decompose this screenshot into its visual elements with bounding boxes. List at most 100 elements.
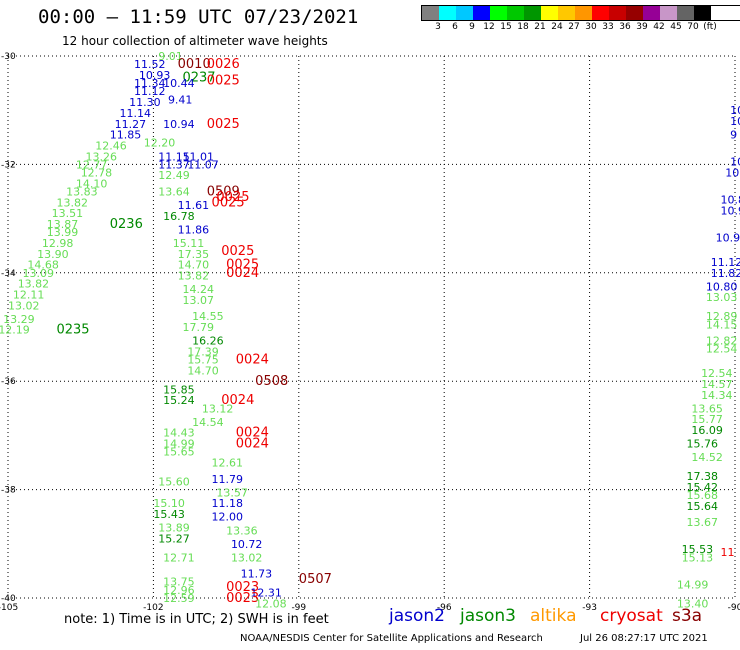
pass-time-label: 0023 [226, 580, 259, 595]
wave-height-label: 15.76 [687, 438, 719, 451]
legend-swatch [507, 6, 524, 20]
pass-time-label: 0235 [56, 323, 89, 338]
lat-tick-label: -38 [1, 486, 16, 496]
legend-swatch [439, 6, 456, 20]
satellite-s3a: s3a [672, 606, 703, 626]
wave-height-label: 15.13 [682, 551, 714, 564]
wave-height-label: 11.07 [187, 158, 219, 171]
legend-label: 24 [551, 22, 563, 32]
wave-height-label: 17.38 [687, 470, 719, 483]
wave-height-label: 14.52 [691, 451, 723, 464]
wave-height-label: 10.94 [163, 118, 195, 131]
legend-swatches [421, 5, 740, 21]
wave-height-label: 13.02 [8, 299, 40, 312]
wave-height-label: 13.40 [677, 597, 709, 610]
pass-time-label: 0508 [255, 374, 288, 389]
wave-height-label: 12.19 [0, 324, 30, 337]
wave-height-label: 12.61 [212, 457, 244, 470]
wave-height-label: 12.08 [255, 597, 287, 610]
wave-height-label: 16.26 [192, 335, 224, 348]
wave-height-label: 15.53 [682, 543, 714, 556]
wave-height-label: 12.20 [144, 137, 176, 150]
wave-height-label: 9 [730, 129, 737, 142]
wave-height-label: 13.03 [706, 291, 738, 304]
pass-time-label: 0024 [226, 266, 259, 281]
wave-height-label: 11.18 [212, 497, 244, 510]
wave-height-label: 14.34 [701, 389, 733, 402]
legend-swatch [626, 6, 643, 20]
wave-height-label: 12.78 [81, 167, 113, 180]
wave-height-label: 13.36 [226, 524, 258, 537]
pass-time-label: 0237 [182, 71, 215, 86]
wave-height-label: 10.9 [720, 204, 740, 217]
legend-label: 12 [483, 22, 495, 32]
wave-height-label: 13.12 [202, 402, 234, 415]
wave-height-label: 13.09 [23, 267, 55, 280]
wave-height-label: 13.87 [47, 218, 78, 231]
pass-time-label: 0025 [207, 73, 240, 88]
wave-height-label: 15.85 [163, 383, 195, 396]
pass-time-label: 0010 [178, 57, 211, 72]
wave-height-label: 14.99 [163, 438, 195, 451]
wave-height-label: 10.9 [716, 232, 740, 245]
wave-height-label: 13.82 [178, 270, 210, 283]
timestamp-text: Jul 26 08:27:17 UTC 2021 [580, 633, 708, 644]
lon-tick-label: -102 [143, 603, 163, 613]
wave-height-label: 14.55 [192, 310, 224, 323]
wave-height-label: 9.01 [158, 50, 183, 63]
credit-text: NOAA/NESDIS Center for Satellite Applica… [240, 633, 543, 644]
wave-height-label: 10.6 [725, 167, 740, 180]
lat-tick-label: -34 [1, 269, 16, 279]
pass-time-label: 0024 [236, 437, 269, 452]
pass-time-label: 0024 [236, 353, 269, 368]
legend-label: 70 [687, 22, 699, 32]
page-subtitle: 12 hour collection of altimeter wave hei… [62, 34, 328, 48]
wave-height-label: 11.79 [212, 473, 244, 486]
legend-swatch [456, 6, 473, 20]
legend-swatch [592, 6, 609, 20]
legend-swatch [609, 6, 626, 20]
wave-height-label: 15.24 [163, 394, 195, 407]
wave-height-label: 16.09 [691, 424, 723, 437]
wave-height-label: 10.3 [730, 156, 740, 169]
wave-height-label: 12.00 [212, 511, 244, 524]
pass-time-label: 0023 [226, 591, 259, 606]
legend-swatch [541, 6, 558, 20]
wave-height-label: 14.70 [178, 259, 210, 272]
legend-label: 45 [670, 22, 682, 32]
wave-height-label: 12.77 [76, 158, 108, 171]
wave-height-label: 14.57 [701, 378, 733, 391]
wave-height-label: 16.78 [163, 210, 195, 223]
pass-time-label: 0026 [207, 57, 240, 72]
wave-height-label: 12.46 [95, 139, 127, 152]
legend-label: 9 [469, 22, 475, 32]
pass-time-label: 0025 [216, 190, 249, 205]
legend-swatch [558, 6, 575, 20]
wave-height-label: 12.54 [701, 367, 733, 380]
wave-height-label: 12.71 [163, 551, 195, 564]
wave-height-label: 15.27 [158, 532, 190, 545]
wave-height-label: 13.90 [37, 248, 69, 261]
wave-height-label: 14.10 [76, 177, 108, 190]
legend-label: 15 [500, 22, 512, 32]
wave-height-label: 10.8 [720, 194, 740, 207]
wave-height-label: 13.65 [691, 402, 723, 415]
wave-height-label: 15.65 [163, 446, 195, 459]
wave-height-label: 12.11 [13, 288, 44, 301]
wave-height-label: 11.52 [134, 58, 166, 71]
lat-tick-label: -36 [1, 377, 16, 387]
wave-height-label: 11.37 [158, 158, 190, 171]
lat-tick-label: -40 [1, 594, 16, 604]
satellite-jason2: jason2 [389, 606, 445, 626]
legend-label: (ft) [703, 22, 717, 32]
wave-height-label: 12.31 [250, 587, 281, 600]
wave-height-label: 12.82 [706, 335, 738, 348]
wave-height-label: 15.11 [173, 237, 205, 250]
wave-height-label: 13.75 [163, 576, 195, 589]
legend-swatch [694, 6, 711, 20]
wave-height-label: 15.43 [153, 508, 185, 521]
wave-height-label: 10.4 [730, 104, 740, 117]
pass-time-label: 0025 [207, 117, 240, 132]
wave-height-label: 11.12 [711, 256, 740, 269]
wave-height-label: 11.12 [134, 85, 166, 98]
